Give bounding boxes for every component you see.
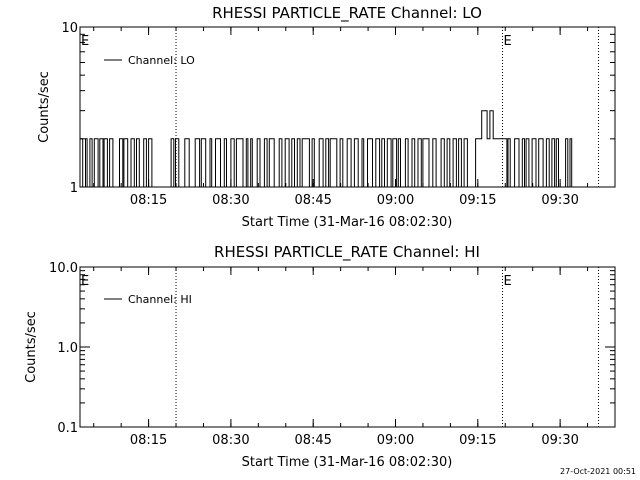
chart-title: RHESSI PARTICLE_RATE Channel: HI — [214, 243, 480, 262]
event-marker: E — [504, 274, 512, 289]
plot-frame — [79, 266, 616, 428]
legend-label: Channel: LO — [128, 54, 195, 67]
y-axis-label: Counts/sec — [37, 71, 52, 143]
x-tick-label: 08:30 — [212, 193, 249, 208]
chart-panel-lo: RHESSI PARTICLE_RATE Channel: LO Start T… — [37, 4, 616, 230]
y-tick-label: 10 — [61, 21, 78, 36]
x-axis-label: Start Time (31-Mar-16 08:02:30) — [242, 215, 453, 230]
x-axis-label: Start Time (31-Mar-16 08:02:30) — [242, 455, 453, 470]
x-tick-label: 08:30 — [212, 433, 249, 448]
y-tick-label: 1 — [70, 181, 78, 196]
x-tick-label: 09:00 — [377, 433, 414, 448]
x-tick-label: 08:45 — [294, 433, 331, 448]
x-tick-label: 09:15 — [459, 193, 496, 208]
x-tick-label: 08:15 — [130, 433, 167, 448]
x-tick-label: 08:45 — [294, 193, 331, 208]
legend: Channel: LO — [104, 54, 195, 67]
event-marker: E — [81, 34, 89, 49]
x-tick-label: 09:00 — [377, 193, 414, 208]
legend: Channel: HI — [104, 293, 192, 306]
legend-label: Channel: HI — [128, 293, 192, 306]
x-tick-label: 09:30 — [541, 433, 578, 448]
x-tick-label: 09:15 — [459, 433, 496, 448]
timestamp: 27-Oct-2021 00:51 — [560, 467, 636, 476]
y-tick-label: 1.0 — [57, 341, 78, 356]
series-line — [80, 110, 575, 188]
event-marker: E — [504, 34, 512, 49]
y-tick-label: 0.1 — [57, 421, 78, 436]
x-tick-label: 08:15 — [130, 193, 167, 208]
y-tick-label: 10.0 — [49, 261, 78, 276]
y-axis-label: Counts/sec — [24, 311, 39, 383]
chart-panel-hi: RHESSI PARTICLE_RATE Channel: HI Start T… — [24, 243, 616, 470]
x-tick-label: 09:30 — [541, 193, 578, 208]
chart-title: RHESSI PARTICLE_RATE Channel: LO — [212, 4, 482, 23]
event-marker: E — [81, 274, 89, 289]
